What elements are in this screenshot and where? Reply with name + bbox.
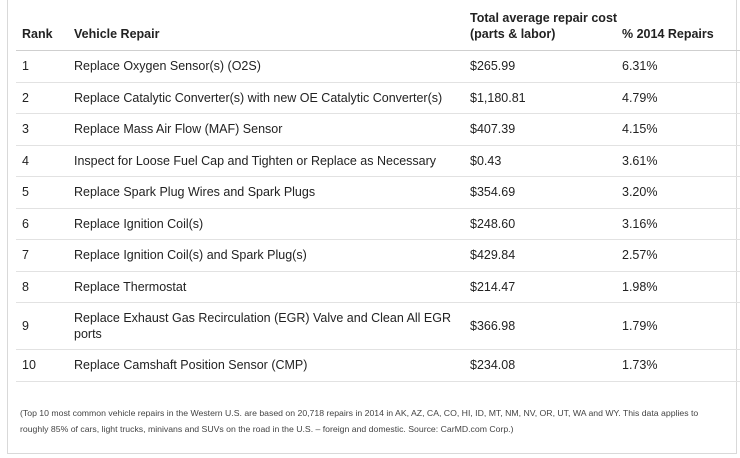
rank-cell: 1 bbox=[16, 50, 74, 83]
cost-cell: $354.69 bbox=[470, 176, 622, 209]
repair-cell: Replace Exhaust Gas Recirculation (EGR) … bbox=[74, 302, 470, 350]
rank-cell: 5 bbox=[16, 176, 74, 209]
rank-cell: 8 bbox=[16, 271, 74, 303]
repair-cell: Replace Oxygen Sensor(s) (O2S) bbox=[74, 50, 470, 83]
rank-cell: 4 bbox=[16, 145, 74, 177]
repair-line1: Replace Exhaust Gas Recirculation (EGR) … bbox=[74, 311, 452, 325]
percent-cell: 2.57% bbox=[622, 239, 740, 272]
rank-cell: 9 bbox=[16, 302, 74, 350]
table-row: 6 Replace Ignition Coil(s) $248.60 3.16% bbox=[16, 208, 740, 240]
repair-cell: Replace Spark Plug Wires and Spark Plugs bbox=[74, 176, 470, 209]
percent-cell: 4.15% bbox=[622, 113, 740, 146]
header-row: Rank Vehicle Repair Total average repair… bbox=[16, 10, 740, 51]
cost-cell: $407.39 bbox=[470, 113, 622, 146]
table-row: 10 Replace Camshaft Position Sensor (CMP… bbox=[16, 349, 740, 382]
repair-cell: Replace Camshaft Position Sensor (CMP) bbox=[74, 349, 470, 382]
table-row: 7 Replace Ignition Coil(s) and Spark Plu… bbox=[16, 239, 740, 272]
footnote-line2: roughly 85% of cars, light trucks, miniv… bbox=[20, 424, 514, 434]
table-container: Rank Vehicle Repair Total average repair… bbox=[7, 0, 740, 454]
table-row: 1 Replace Oxygen Sensor(s) (O2S) $265.99… bbox=[16, 50, 740, 83]
rank-cell: 6 bbox=[16, 208, 74, 240]
table-row: 2 Replace Catalytic Converter(s) with ne… bbox=[16, 82, 740, 114]
header-cost-line2: (parts & labor) bbox=[470, 27, 556, 41]
table-row: 5 Replace Spark Plug Wires and Spark Plu… bbox=[16, 176, 740, 209]
table-row: 4 Inspect for Loose Fuel Cap and Tighten… bbox=[16, 145, 740, 177]
table-row: 3 Replace Mass Air Flow (MAF) Sensor $40… bbox=[16, 113, 740, 146]
percent-cell: 3.61% bbox=[622, 145, 740, 177]
header-total-cost: Total average repair cost (parts & labor… bbox=[470, 10, 622, 51]
rank-cell: 7 bbox=[16, 239, 74, 272]
cost-cell: $248.60 bbox=[470, 208, 622, 240]
percent-cell: 1.73% bbox=[622, 349, 740, 382]
header-percent: % 2014 Repairs bbox=[622, 10, 740, 51]
footnote-line1: (Top 10 most common vehicle repairs in t… bbox=[20, 408, 699, 418]
footnote: (Top 10 most common vehicle repairs in t… bbox=[20, 405, 735, 437]
cost-cell: $366.98 bbox=[470, 302, 622, 350]
repairs-table: Rank Vehicle Repair Total average repair… bbox=[16, 10, 740, 382]
repair-cell: Replace Ignition Coil(s) bbox=[74, 208, 470, 240]
cost-cell: $0.43 bbox=[470, 145, 622, 177]
percent-cell: 1.98% bbox=[622, 271, 740, 303]
cost-cell: $214.47 bbox=[470, 271, 622, 303]
percent-cell: 6.31% bbox=[622, 50, 740, 83]
table-row: 9 Replace Exhaust Gas Recirculation (EGR… bbox=[16, 302, 740, 350]
rank-cell: 10 bbox=[16, 349, 74, 382]
header-vehicle-repair: Vehicle Repair bbox=[74, 10, 470, 51]
header-rank: Rank bbox=[16, 10, 74, 51]
repair-cell: Replace Mass Air Flow (MAF) Sensor bbox=[74, 113, 470, 146]
percent-cell: 3.16% bbox=[622, 208, 740, 240]
repair-line2: ports bbox=[74, 327, 102, 341]
repair-cell: Inspect for Loose Fuel Cap and Tighten o… bbox=[74, 145, 470, 177]
header-cost-line1: Total average repair cost bbox=[470, 11, 618, 25]
rank-cell: 3 bbox=[16, 113, 74, 146]
cost-cell: $265.99 bbox=[470, 50, 622, 83]
percent-cell: 4.79% bbox=[622, 82, 740, 114]
repair-cell: Replace Thermostat bbox=[74, 271, 470, 303]
repair-cell: Replace Ignition Coil(s) and Spark Plug(… bbox=[74, 239, 470, 272]
percent-cell: 3.20% bbox=[622, 176, 740, 209]
table-row: 8 Replace Thermostat $214.47 1.98% bbox=[16, 271, 740, 303]
rank-cell: 2 bbox=[16, 82, 74, 114]
cost-cell: $1,180.81 bbox=[470, 82, 622, 114]
percent-cell: 1.79% bbox=[622, 302, 740, 350]
cost-cell: $234.08 bbox=[470, 349, 622, 382]
repair-cell: Replace Catalytic Converter(s) with new … bbox=[74, 82, 470, 114]
cost-cell: $429.84 bbox=[470, 239, 622, 272]
